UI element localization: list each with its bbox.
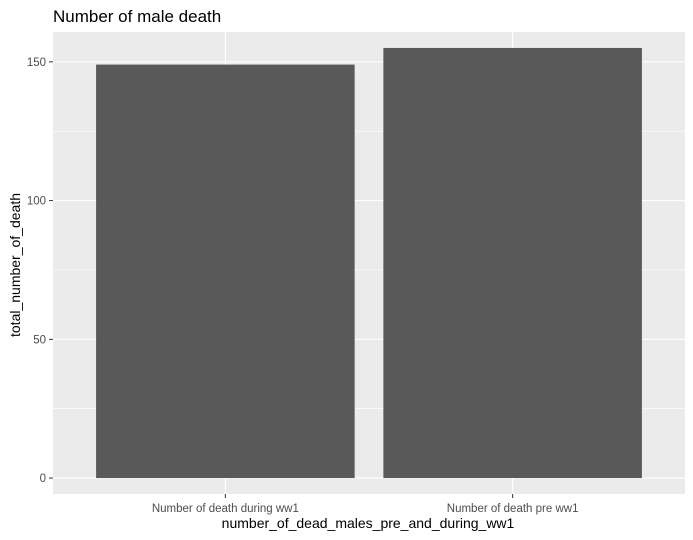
y-tick-label: 150 [27, 57, 46, 69]
x-tick-label: Number of death during ww1 [152, 503, 299, 515]
chart-title: Number of male death [53, 7, 221, 26]
bar [96, 64, 355, 479]
y-tick-label: 50 [33, 334, 46, 346]
x-tick-label: Number of death pre ww1 [447, 503, 579, 515]
y-tick-label: 0 [40, 473, 46, 485]
bar [383, 47, 642, 479]
y-axis-title: total_number_of_death [7, 193, 23, 337]
bars [96, 47, 642, 479]
x-axis: Number of death during ww1 Number of deat… [152, 494, 579, 515]
x-axis-title: number_of_dead_males_pre_and_during_ww1 [222, 515, 515, 531]
y-axis: 0 50 100 150 [27, 57, 53, 485]
y-tick-label: 100 [27, 196, 46, 208]
